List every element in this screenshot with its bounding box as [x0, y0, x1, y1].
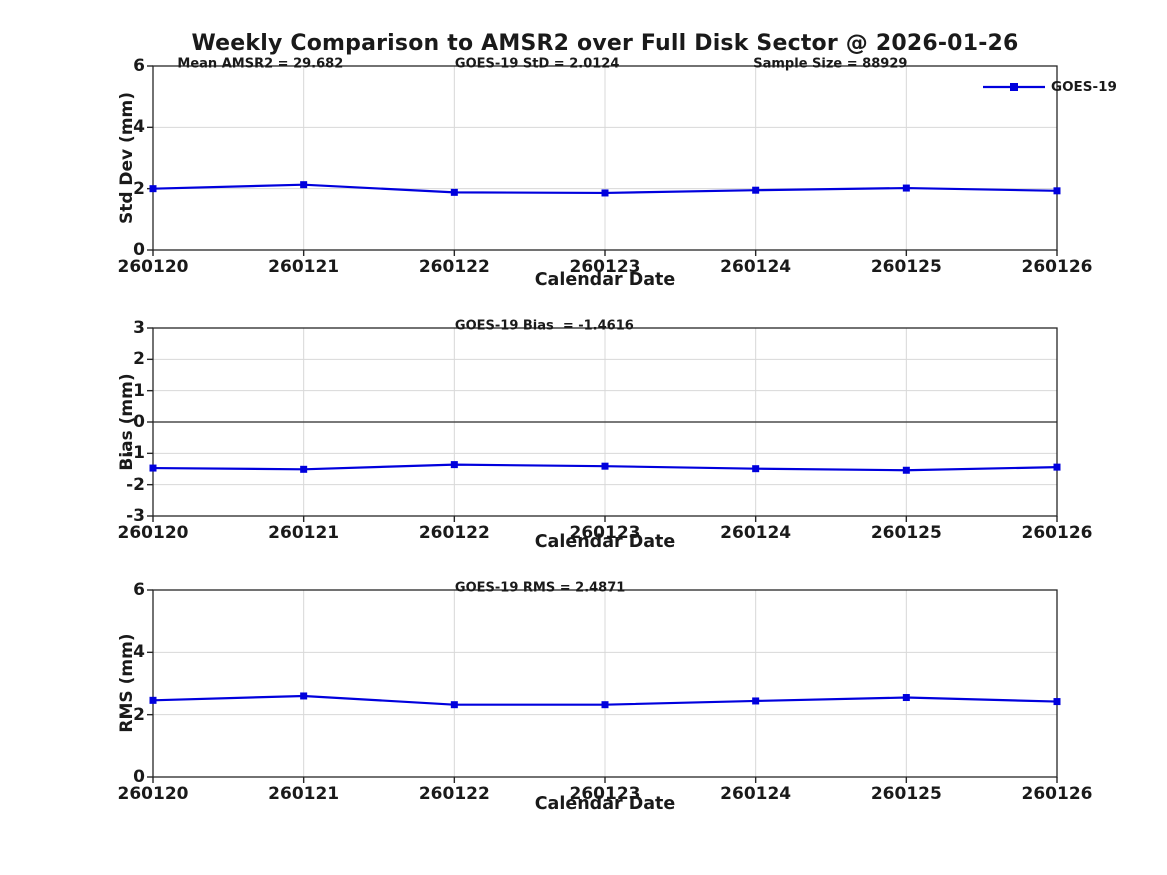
x-tick-label: 260124: [720, 523, 792, 543]
plot-area-std-dev: [147, 65, 1061, 256]
data-point-marker: [300, 181, 308, 189]
y-tick-label: 2: [133, 178, 145, 199]
panel-annotation: GOES-19 Bias = -1.4616: [454, 318, 634, 334]
y-tick-label: 6: [133, 580, 145, 600]
y-tick-label: 0: [133, 412, 145, 432]
panel-annotation: GOES-19 RMS = 2.4871: [454, 580, 626, 596]
y-tick-label: 3: [133, 318, 145, 338]
y-tick-label: 2: [133, 349, 145, 370]
data-point-marker: [752, 465, 760, 473]
x-tick-label: 260124: [720, 784, 792, 804]
y-tick-label: 0: [133, 767, 145, 787]
y-tick-label: 1: [133, 380, 145, 401]
data-point-marker: [149, 696, 157, 704]
x-tick-label: 260125: [870, 523, 942, 543]
x-tick-label: 260125: [870, 784, 942, 804]
x-tick-label: 260123: [569, 784, 641, 804]
chart-title: Weekly Comparison to AMSR2 over Full Dis…: [191, 31, 1019, 56]
x-tick-label: 260122: [418, 523, 490, 543]
y-tick-label: -2: [126, 474, 145, 495]
data-point-marker: [752, 186, 760, 194]
data-point-marker: [902, 466, 910, 474]
x-axis-label-bias: Calendar Date: [534, 532, 676, 552]
x-tick-label: 260126: [1021, 523, 1093, 543]
legend-label: GOES-19: [1051, 79, 1117, 95]
y-tick-label: 4: [133, 117, 145, 138]
axes-box: [152, 589, 1058, 778]
data-point-marker: [450, 188, 458, 196]
data-point-marker: [149, 464, 157, 472]
y-tick-label: -3: [126, 506, 145, 526]
x-tick-label: 260124: [720, 257, 792, 277]
x-tick-label: 260120: [117, 784, 189, 804]
data-point-marker: [1053, 187, 1061, 195]
data-point-marker: [601, 462, 609, 470]
plot-area-rms: [147, 589, 1061, 783]
x-tick-label: 260120: [117, 523, 189, 543]
x-axis-label-std-dev: Calendar Date: [534, 270, 676, 290]
x-tick-label: 260123: [569, 523, 641, 543]
x-tick-label: 260122: [418, 784, 490, 804]
data-point-marker: [450, 701, 458, 709]
x-tick-label: 260120: [117, 257, 189, 277]
x-tick-label: 260121: [268, 784, 340, 804]
y-tick-label: -1: [126, 443, 145, 464]
x-tick-label: 260121: [268, 523, 340, 543]
y-tick-label: 6: [133, 56, 145, 76]
legend: GOES-19: [983, 79, 1117, 95]
data-point-marker: [752, 697, 760, 705]
data-point-marker: [1053, 463, 1061, 471]
axes-box: [152, 65, 1058, 251]
x-tick-label: 260126: [1021, 257, 1093, 277]
x-tick-label: 260125: [870, 257, 942, 277]
y-tick-label: 2: [133, 704, 145, 725]
x-axis-label-rms: Calendar Date: [534, 794, 676, 814]
data-point-marker: [601, 189, 609, 197]
data-point-marker: [601, 701, 609, 709]
axes-box: [152, 327, 1058, 517]
plot-area-bias: [147, 327, 1061, 522]
data-point-marker: [1053, 698, 1061, 706]
legend-line-icon: [983, 83, 1045, 91]
x-tick-label: 260126: [1021, 784, 1093, 804]
data-point-marker: [902, 694, 910, 702]
x-tick-label: 260122: [418, 257, 490, 277]
y-tick-label: 0: [133, 240, 145, 260]
x-tick-label: 260123: [569, 257, 641, 277]
x-tick-label: 260121: [268, 257, 340, 277]
data-point-marker: [300, 692, 308, 700]
data-point-marker: [300, 465, 308, 473]
data-point-marker: [450, 461, 458, 469]
panel-annotation: Mean AMSR2 = 29.682: [177, 56, 344, 72]
panel-annotation: GOES-19 StD = 2.0124: [454, 56, 620, 72]
y-tick-label: 4: [133, 642, 145, 663]
data-point-marker: [902, 184, 910, 192]
data-point-marker: [149, 185, 157, 193]
panel-annotation: Sample Size = 88929: [753, 56, 908, 72]
